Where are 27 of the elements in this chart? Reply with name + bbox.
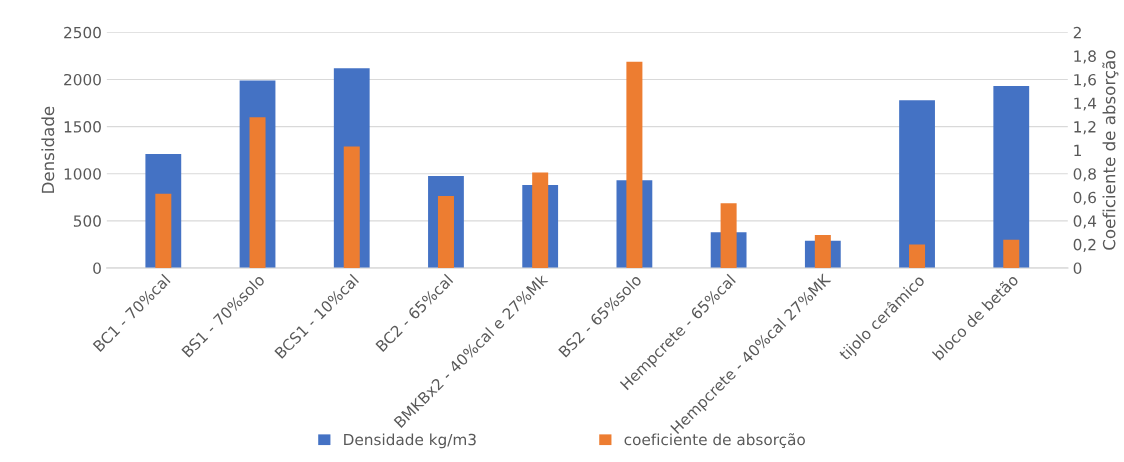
bar [993, 86, 1030, 268]
y2-tick-label: 0,4 [1073, 215, 1097, 229]
legend-label: Densidade kg/m3 [344, 433, 476, 449]
y-tick-label: 0 [93, 262, 101, 274]
y-tick-label: 2500 [64, 26, 101, 39]
y2-tick-label: 2 [1073, 26, 1081, 39]
bar [155, 193, 172, 268]
y2-tick-label: 1,6 [1074, 73, 1096, 88]
y-axis-title: Densidade [41, 106, 55, 193]
y2-tick-label: 1,2 [1074, 121, 1096, 135]
y-tick-label: 500 [73, 215, 101, 227]
y2-tick-label: 0,2 [1073, 238, 1096, 252]
bar [1003, 239, 1020, 268]
y-tick-label: 2000 [64, 73, 101, 86]
y2-tick-label: 0,8 [1073, 168, 1096, 182]
y2-axis-title: Coeficiente de absorção [1102, 50, 1119, 250]
y2-tick-label: 1 [1074, 144, 1081, 156]
y2-tick-label: 0,6 [1073, 191, 1096, 205]
y-tick-label: 1500 [64, 121, 101, 133]
y-tick-label: 1000 [64, 168, 101, 180]
bar [899, 100, 935, 268]
legend-label: coeficiente de absorção [624, 433, 805, 449]
bar [343, 146, 360, 268]
y2-tick-label: 1,8 [1074, 50, 1096, 64]
y2-tick-label: 0 [1073, 262, 1082, 274]
y2-tick-label: 1,4 [1074, 97, 1097, 111]
bar [909, 244, 926, 268]
